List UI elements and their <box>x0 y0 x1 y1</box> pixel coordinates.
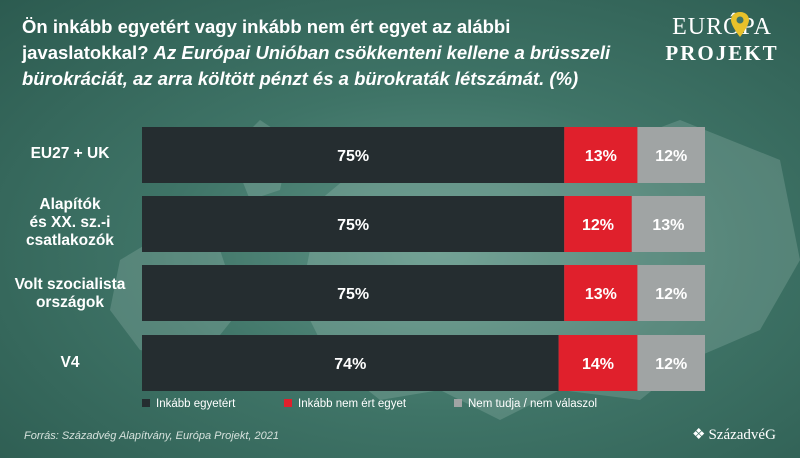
bar-dontknow-1 <box>637 127 705 183</box>
source-note: Forrás: Századvég Alapítvány, Európa Pro… <box>24 430 279 442</box>
category-label-1: EU27 + UK <box>30 145 110 162</box>
legend-swatch-disagree <box>284 399 292 407</box>
szazadveg-logo: ❖ SzázadvéG <box>692 427 776 443</box>
legend-swatch-dontknow <box>454 399 462 407</box>
bar-disagree-2 <box>564 196 632 252</box>
value-label-dontknow-2: 13% <box>652 217 684 234</box>
value-label-disagree-1: 13% <box>585 148 617 165</box>
title-question: Az Európai Unióban csökkenteni kellene a… <box>22 42 611 89</box>
legend-item-agree: Inkább egyetért <box>142 398 235 410</box>
value-label-disagree-3: 13% <box>585 286 617 303</box>
logo-line2: PROJEKT <box>665 41 779 65</box>
value-label-disagree-4: 14% <box>582 356 614 373</box>
legend-swatch-agree <box>142 399 150 407</box>
category-label-3: Volt szocialista országok <box>14 276 126 311</box>
bar-dontknow-2 <box>631 196 705 252</box>
chart-title: Ön inkább egyetért vagy inkább nem ért e… <box>22 14 632 92</box>
value-label-dontknow-3: 12% <box>655 286 687 303</box>
bar-agree-4 <box>142 335 559 391</box>
bar-agree-3 <box>142 265 565 321</box>
bar-dontknow-4 <box>637 335 705 391</box>
value-label-agree-1: 75% <box>337 148 369 165</box>
value-label-dontknow-1: 12% <box>655 148 687 165</box>
bar-disagree-3 <box>564 265 638 321</box>
bar-agree-2 <box>142 196 565 252</box>
category-label-4: V4 <box>60 354 80 371</box>
legend-item-dontknow: Nem tudja / nem válaszol <box>454 398 597 410</box>
value-label-disagree-2: 12% <box>582 217 614 234</box>
diamond-icon: ❖ <box>692 427 706 443</box>
map-pin-icon <box>731 12 749 37</box>
title-main: Ön inkább egyetért vagy inkább nem ért e… <box>22 16 511 63</box>
bar-disagree-4 <box>558 335 638 391</box>
europa-projekt-logo: EURÓPA PROJEKT <box>656 12 788 70</box>
legend-item-disagree: Inkább nem ért egyet <box>284 398 406 410</box>
value-label-agree-3: 75% <box>337 286 369 303</box>
bar-disagree-1 <box>564 127 638 183</box>
logo-line1: EURÓPA <box>672 14 772 40</box>
bar-agree-1 <box>142 127 565 183</box>
category-label-2: Alapítók és XX. sz.-i csatlakozók <box>26 196 114 249</box>
value-label-agree-4: 74% <box>334 356 366 373</box>
bar-dontknow-3 <box>637 265 705 321</box>
value-label-agree-2: 75% <box>337 217 369 234</box>
value-label-dontknow-4: 12% <box>655 356 687 373</box>
